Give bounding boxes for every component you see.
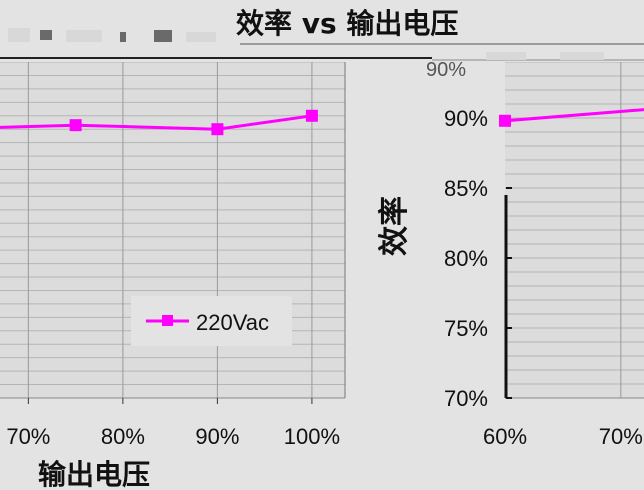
header-strip — [0, 0, 644, 62]
y-tick-label: 75% — [444, 316, 488, 341]
legend-label: 220Vac — [196, 310, 269, 335]
header-fragment — [66, 30, 102, 42]
x-tick-label: 70% — [6, 424, 50, 449]
x-tick-label: 70% — [599, 424, 643, 449]
header-fragment — [8, 28, 30, 42]
right-axis-ticks — [506, 187, 512, 399]
right-gridlines — [505, 61, 644, 399]
header-fragment — [186, 32, 216, 42]
series-line-220vac — [0, 114, 313, 131]
legend-partial-label: 90% — [426, 59, 466, 81]
y-tick-label: 80% — [444, 246, 488, 271]
series-line-right — [504, 108, 644, 123]
x-tick-label: 60% — [483, 424, 527, 449]
x-tick-label: 90% — [195, 424, 239, 449]
left-x-tick-labels: 70% 80% 90% 100% — [6, 424, 340, 449]
x-tick-label: 80% — [101, 424, 145, 449]
data-point-marker — [69, 119, 82, 132]
series-markers-right — [499, 114, 511, 127]
y-axis-title: 效率 — [377, 196, 412, 256]
data-point-marker — [305, 109, 318, 122]
header-fragment — [560, 52, 604, 60]
left-axis-ticks — [27, 398, 313, 404]
series-markers-220vac — [69, 109, 318, 136]
header-fragment — [120, 32, 126, 42]
header-fragment — [40, 30, 52, 40]
y-tick-label: 90% — [444, 106, 488, 131]
legend-marker-swatch — [162, 315, 173, 326]
x-axis-title: 输出电压 — [38, 458, 150, 490]
header-fragment — [486, 52, 526, 60]
right-x-tick-labels: 60% 70% — [483, 424, 643, 449]
data-point-marker — [211, 123, 224, 136]
x-tick-label: 100% — [284, 424, 340, 449]
y-tick-label: 85% — [444, 176, 488, 201]
right-y-tick-labels: 70% 75% 80% 85% 90% — [444, 106, 488, 411]
y-tick-label: 70% — [444, 386, 488, 411]
chart-title: 效率 vs 输出电压 — [236, 7, 458, 40]
header-fragment — [154, 30, 172, 42]
left-plot-area — [0, 62, 345, 398]
data-point-marker — [499, 114, 511, 127]
